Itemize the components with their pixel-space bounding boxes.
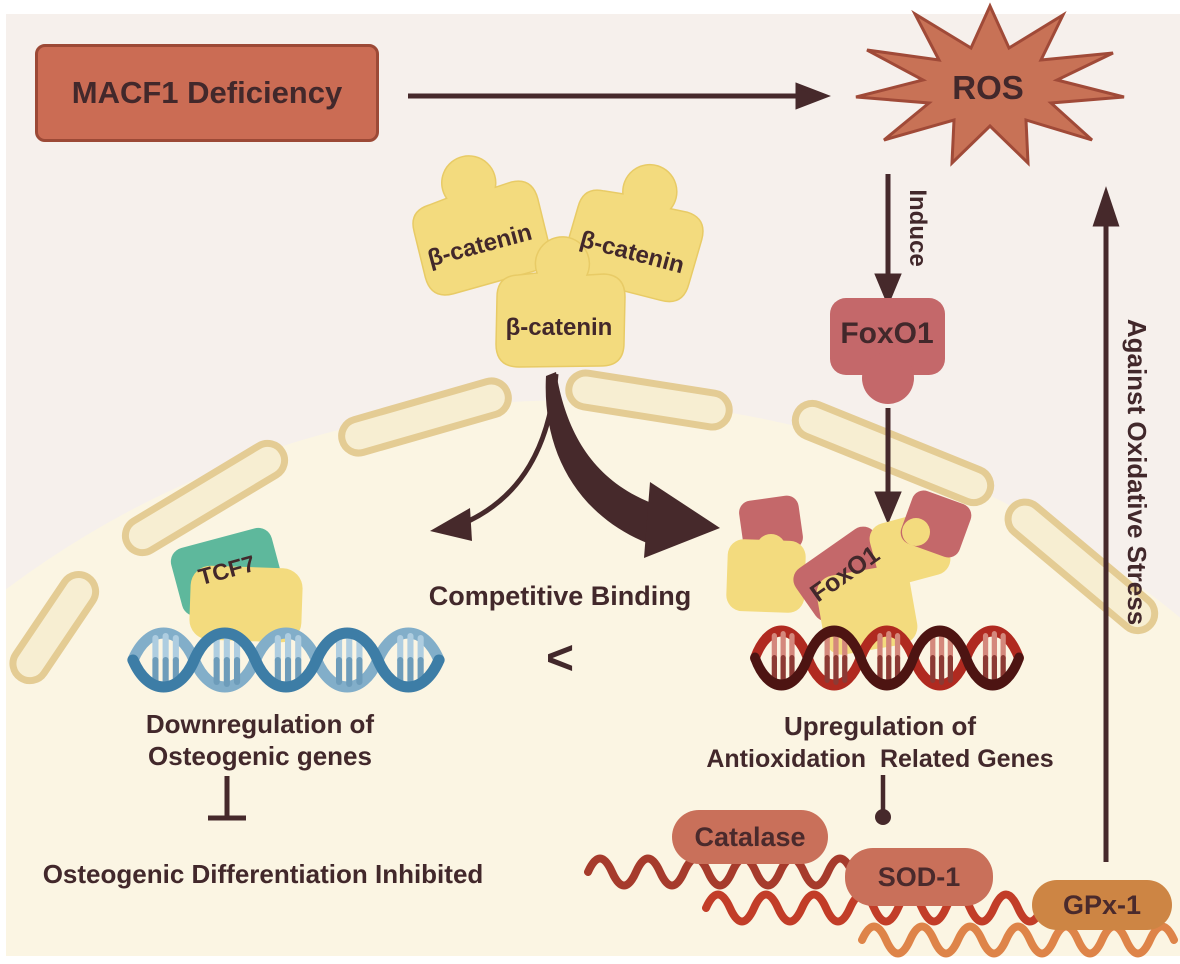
curved-arrow-to-foxo1-dna xyxy=(545,372,665,543)
gpx1-pill: GPx-1 xyxy=(1032,880,1172,930)
ball-end-connector xyxy=(875,809,891,825)
gpx1-label: GPx-1 xyxy=(1062,889,1142,920)
sod1-label: SOD-1 xyxy=(877,861,961,892)
arrow-macf1-to-ros xyxy=(795,82,831,110)
macf1-deficiency-node: MACF1 Deficiency xyxy=(35,44,379,142)
cell-membrane xyxy=(9,369,1159,685)
arrow-against-oxidative-stress xyxy=(1092,186,1120,227)
arrow-foxo1-into-cell xyxy=(874,491,902,525)
mrna-wave-gpx1 xyxy=(858,922,1178,958)
dna-blue xyxy=(127,627,445,693)
ros-burst-shape xyxy=(855,2,1125,167)
mrna-wave-catalase xyxy=(584,854,880,890)
mrna-wave-sod1 xyxy=(702,890,1070,926)
arrows xyxy=(208,82,1120,862)
arrow-ros-to-foxo1 xyxy=(874,273,902,307)
curved-arrows xyxy=(430,372,720,558)
dna-red xyxy=(750,625,1024,691)
sod1-pill: SOD-1 xyxy=(845,848,993,906)
catalase-pill: Catalase xyxy=(672,810,828,864)
macf1-label: MACF1 Deficiency xyxy=(71,75,343,110)
catalase-label: Catalase xyxy=(694,821,806,852)
tcf7-complex xyxy=(170,527,303,643)
foxo1-node-shape xyxy=(830,298,945,404)
